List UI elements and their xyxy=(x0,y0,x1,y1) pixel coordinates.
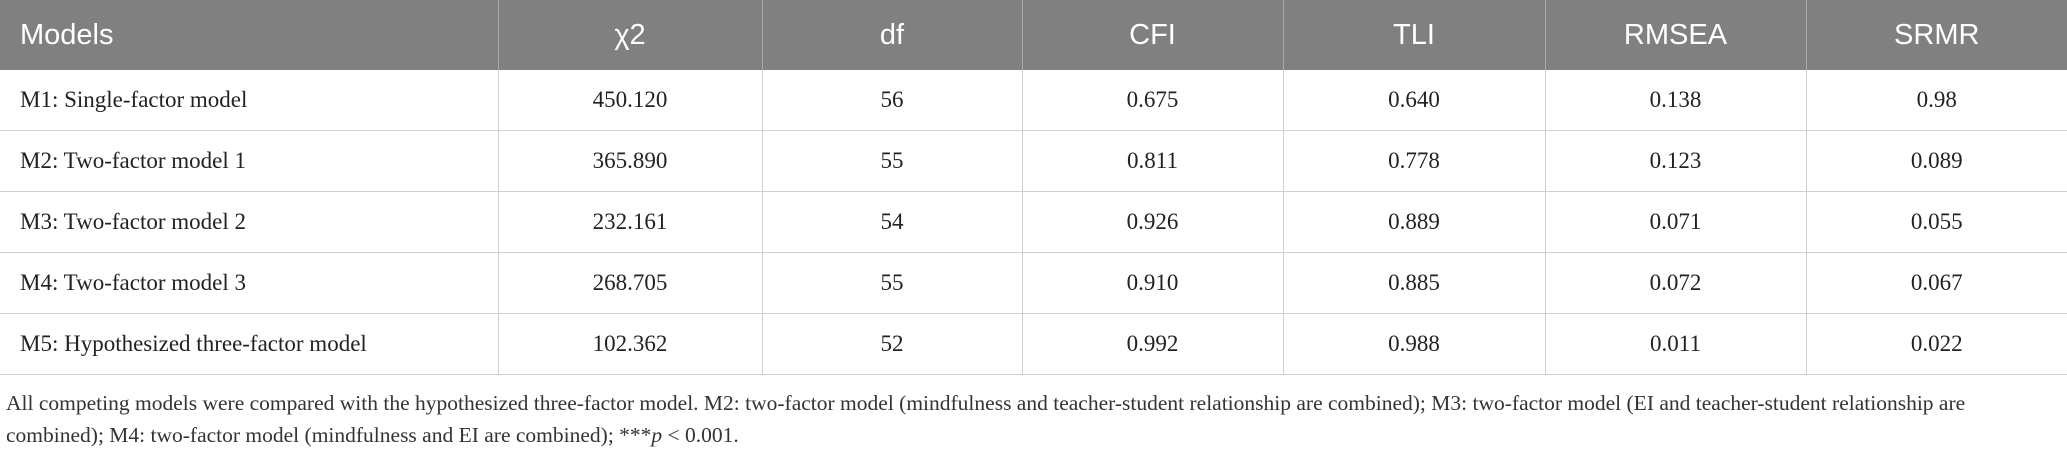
header-row: Models χ2 df CFI TLI RMSEA SRMR xyxy=(0,0,2067,70)
value-cell: 52 xyxy=(762,313,1023,375)
table-row: M1: Single-factor model 450.120 56 0.675 0.6… xyxy=(0,70,2067,131)
value-cell: 0.885 xyxy=(1283,252,1546,314)
value-cell: 0.138 xyxy=(1545,70,1807,131)
value-cell: 0.067 xyxy=(1806,252,2067,314)
table-row: M4: Two-factor model 3 268.705 55 0.910 0.88… xyxy=(0,252,2067,314)
value-cell: 0.675 xyxy=(1022,70,1284,131)
value-cell: 0.072 xyxy=(1545,252,1807,314)
results-table: Models χ2 df CFI TLI RMSEA SRMR M1: Single-fac… xyxy=(0,0,2067,375)
table-body: M1: Single-factor model 450.120 56 0.675 0.6… xyxy=(0,70,2067,375)
header-cell: CFI xyxy=(1022,0,1284,70)
value-cell: 54 xyxy=(762,191,1023,253)
model-cell: M5: Hypothesized three-factor model xyxy=(0,313,499,375)
value-cell: 232.161 xyxy=(498,191,763,253)
header-cell: RMSEA xyxy=(1545,0,1807,70)
value-cell: 0.778 xyxy=(1283,130,1546,192)
value-cell: 102.362 xyxy=(498,313,763,375)
value-cell: 0.011 xyxy=(1545,313,1807,375)
value-cell: 268.705 xyxy=(498,252,763,314)
value-cell: 0.926 xyxy=(1022,191,1284,253)
header-cell: TLI xyxy=(1283,0,1546,70)
table-row: M2: Two-factor model 1 365.890 55 0.811 0.77… xyxy=(0,130,2067,192)
value-cell: 0.089 xyxy=(1806,130,2067,192)
value-cell: 55 xyxy=(762,252,1023,314)
value-cell: 0.811 xyxy=(1022,130,1284,192)
value-cell: 0.071 xyxy=(1545,191,1807,253)
model-cell: M4: Two-factor model 3 xyxy=(0,252,499,314)
value-cell: 0.910 xyxy=(1022,252,1284,314)
value-cell: 0.123 xyxy=(1545,130,1807,192)
value-cell: 55 xyxy=(762,130,1023,192)
value-cell: 0.992 xyxy=(1022,313,1284,375)
footnote: All competing models were compared with … xyxy=(0,375,2067,451)
value-cell: 0.889 xyxy=(1283,191,1546,253)
footnote-italic: p xyxy=(651,423,663,447)
footnote-tail: < 0.001. xyxy=(662,423,739,447)
table-row: M3: Two-factor model 2 232.161 54 0.926 0.88… xyxy=(0,191,2067,253)
value-cell: 365.890 xyxy=(498,130,763,192)
value-cell: 450.120 xyxy=(498,70,763,131)
value-cell: 0.98 xyxy=(1806,70,2067,131)
header-cell: SRMR xyxy=(1806,0,2067,70)
model-cell: M3: Two-factor model 2 xyxy=(0,191,499,253)
footnote-text: All competing models were compared with … xyxy=(6,391,1966,447)
value-cell: 56 xyxy=(762,70,1023,131)
table-row: M5: Hypothesized three-factor model 102.3… xyxy=(0,313,2067,375)
value-cell: 0.988 xyxy=(1283,313,1546,375)
value-cell: 0.022 xyxy=(1806,313,2067,375)
header-cell: χ2 xyxy=(498,0,763,70)
value-cell: 0.055 xyxy=(1806,191,2067,253)
model-cell: M2: Two-factor model 1 xyxy=(0,130,499,192)
header-cell: Models xyxy=(0,0,499,70)
model-cell: M1: Single-factor model xyxy=(0,70,499,131)
header-cell: df xyxy=(762,0,1023,70)
value-cell: 0.640 xyxy=(1283,70,1546,131)
